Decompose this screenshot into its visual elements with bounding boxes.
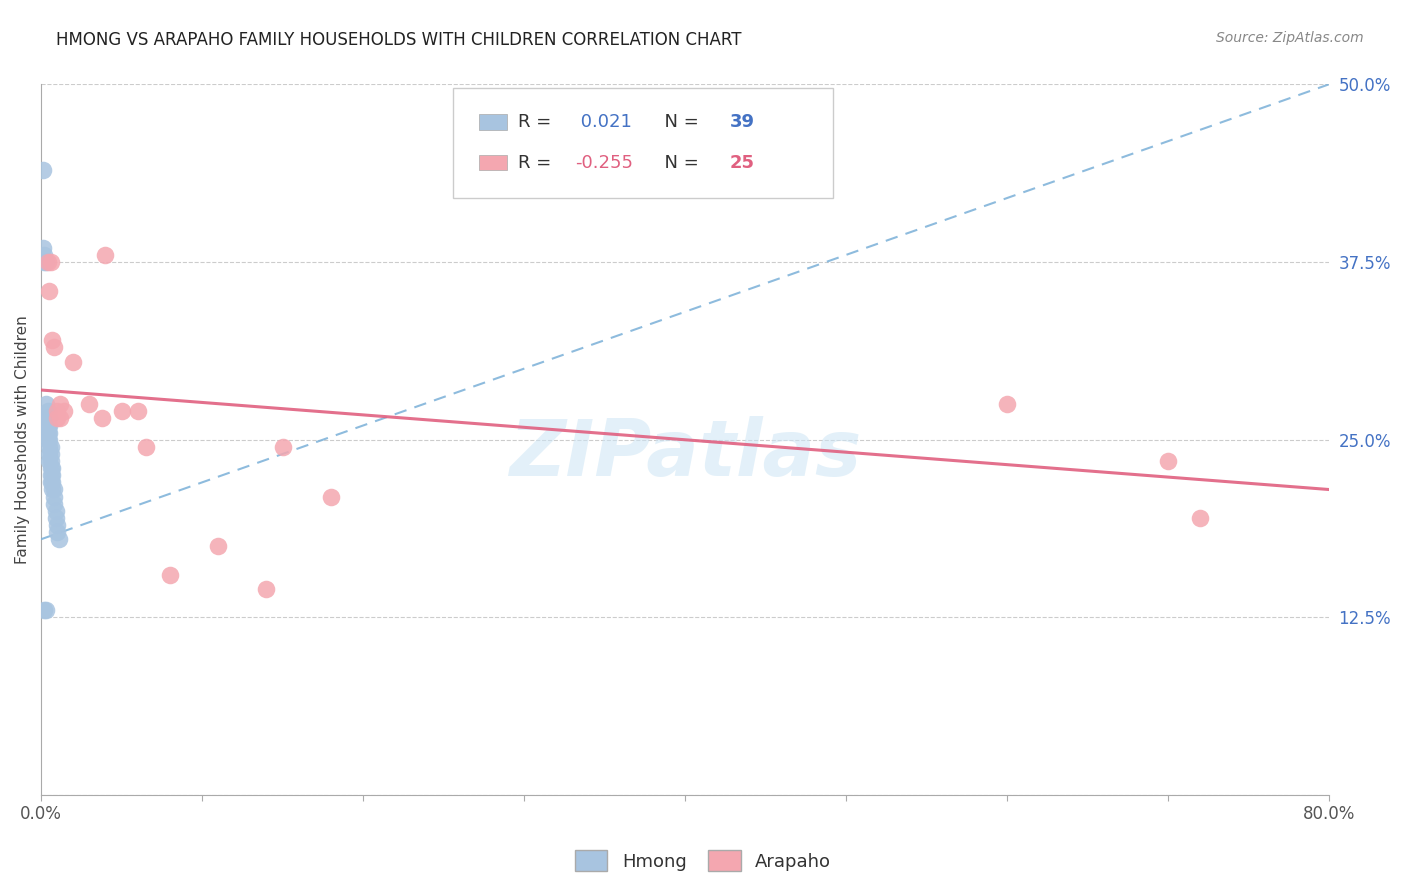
Point (159, 567, 181, 582)
Point (35, 255, 58, 269)
Point (34, 255, 56, 269)
Point (38, 411, 60, 425)
Point (46, 525, 69, 540)
Text: -0.255: -0.255 (575, 153, 634, 171)
Point (31, 162, 53, 177)
Point (42, 483, 65, 497)
Point (31, 241, 53, 255)
Point (91, 411, 114, 425)
Point (37, 433, 59, 447)
Point (39, 461, 62, 475)
Point (41, 468, 63, 483)
Point (35, 603, 58, 617)
Point (38, 418, 60, 433)
Point (38, 440, 60, 454)
FancyBboxPatch shape (479, 114, 508, 130)
Point (41, 333, 63, 347)
Point (1188, 511, 1211, 525)
Point (37, 425, 59, 440)
Point (38, 454, 60, 468)
Point (35, 397, 58, 411)
Point (39, 468, 62, 483)
Point (34, 603, 56, 617)
Point (39, 447, 62, 461)
Text: 25: 25 (730, 153, 755, 171)
Point (42, 340, 65, 354)
Point (207, 539, 229, 553)
Point (39, 454, 62, 468)
Text: N =: N = (652, 113, 704, 131)
Point (52, 404, 75, 418)
Text: R =: R = (517, 113, 557, 131)
Text: N =: N = (652, 153, 704, 171)
Legend: Hmong, Arapaho: Hmong, Arapaho (568, 843, 838, 879)
Point (319, 490, 342, 504)
Point (38, 284, 60, 298)
Point (41, 475, 63, 490)
Point (45, 504, 67, 518)
Point (37, 404, 59, 418)
Point (42, 490, 65, 504)
Point (46, 404, 69, 418)
Text: 0.021: 0.021 (575, 113, 633, 131)
Point (35, 411, 58, 425)
Text: 39: 39 (730, 113, 755, 131)
Point (39, 475, 62, 490)
Point (1157, 454, 1180, 468)
Text: ZIPatlas: ZIPatlas (509, 416, 860, 492)
Point (34, 248, 56, 262)
Point (254, 582, 277, 596)
Point (135, 440, 157, 454)
Point (110, 404, 132, 418)
FancyBboxPatch shape (479, 155, 508, 170)
Point (39, 255, 62, 269)
Point (62, 354, 84, 368)
Point (127, 404, 149, 418)
Point (37, 411, 59, 425)
Point (46, 411, 69, 425)
Y-axis label: Family Households with Children: Family Households with Children (15, 316, 30, 564)
Point (38, 425, 60, 440)
Point (37, 255, 59, 269)
Point (49, 397, 72, 411)
Point (995, 397, 1018, 411)
Point (94, 248, 117, 262)
Point (49, 411, 72, 425)
Point (41, 483, 63, 497)
Point (37, 418, 59, 433)
Text: R =: R = (517, 153, 557, 171)
Text: HMONG VS ARAPAHO FAMILY HOUSEHOLDS WITH CHILDREN CORRELATION CHART: HMONG VS ARAPAHO FAMILY HOUSEHOLDS WITH … (56, 31, 742, 49)
Point (39, 440, 62, 454)
Text: Source: ZipAtlas.com: Source: ZipAtlas.com (1216, 31, 1364, 45)
Point (48, 533, 70, 547)
Point (79, 397, 101, 411)
Point (271, 440, 294, 454)
Point (38, 433, 60, 447)
Point (46, 518, 69, 533)
Point (41, 461, 63, 475)
Point (38, 447, 60, 461)
Point (42, 497, 65, 511)
Point (45, 511, 67, 525)
FancyBboxPatch shape (453, 88, 832, 198)
